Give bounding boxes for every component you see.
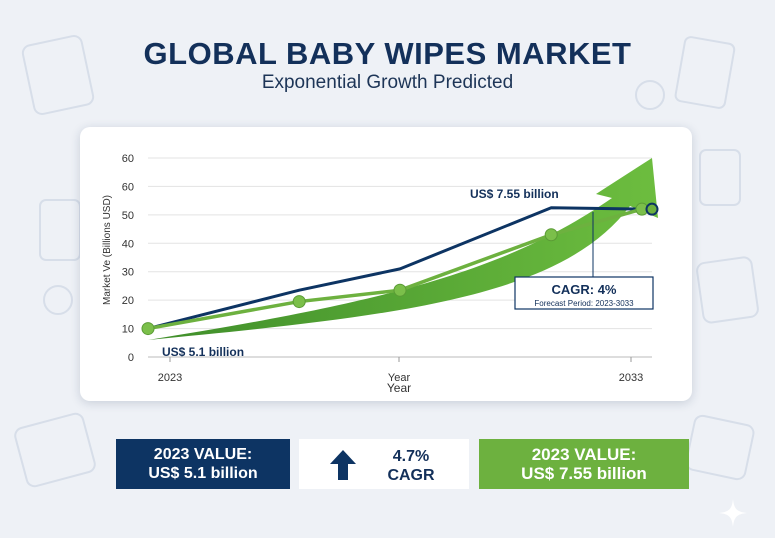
- x-tick-label: Year: [388, 372, 411, 384]
- y-axis-label: Market Ve (Billions USD): [102, 195, 113, 305]
- page-title: GLOBAL BABY WIPES MARKET: [143, 36, 632, 71]
- x-axis-label: Year: [387, 381, 411, 395]
- summary-mid-line1: 4.7%: [392, 448, 430, 465]
- cagr-box: [514, 276, 654, 310]
- data-point-green: [393, 283, 407, 297]
- y-tick-label: 60: [122, 181, 134, 193]
- data-point-green: [141, 322, 155, 336]
- summary-right-line2: US$ 7.55 billion: [521, 464, 647, 483]
- y-tick-label: 0: [128, 352, 134, 364]
- y-tick-label: 50: [122, 210, 134, 222]
- y-tick-label: 30: [122, 267, 134, 279]
- series-line-navy: [147, 206, 653, 331]
- summary-right-line1: 2023 VALUE:: [531, 445, 637, 464]
- cagr-subtitle: Forecast Period: 2023-3033: [534, 299, 634, 308]
- data-point-green: [292, 295, 306, 309]
- y-tick-label: 60: [122, 153, 134, 165]
- data-point-green: [544, 228, 558, 242]
- sparkle-icon: [719, 499, 747, 527]
- trend-arrow: [148, 158, 658, 340]
- summary-left-line1: 2023 VALUE:: [153, 446, 253, 463]
- arrow-up-icon: [330, 450, 356, 480]
- summary-box-mid: 4.7% CAGR: [299, 439, 469, 489]
- y-tick-label: 20: [122, 295, 134, 307]
- page-subtitle: Exponential Growth Predicted: [261, 72, 514, 93]
- summary-box-right: 2023 VALUE: US$ 7.55 billion: [479, 439, 689, 489]
- summary-mid-line2: CAGR: [387, 467, 435, 484]
- y-tick-label: 40: [122, 238, 134, 250]
- cagr-title: CAGR: 4%: [551, 282, 616, 297]
- x-tick-label: 2023: [158, 372, 182, 384]
- summary-left-line2: US$ 5.1 billion: [148, 465, 258, 482]
- summary-box-left: 2023 VALUE: US$ 5.1 billion: [116, 439, 290, 489]
- y-tick-label: 10: [122, 324, 134, 336]
- x-tick-label: 2033: [619, 372, 643, 384]
- start-value-label: US$ 5.1 billion: [162, 345, 244, 359]
- data-point-navy-end: [645, 202, 659, 216]
- end-value-label: US$ 7.55 billion: [470, 187, 559, 201]
- chart-card: [80, 127, 692, 401]
